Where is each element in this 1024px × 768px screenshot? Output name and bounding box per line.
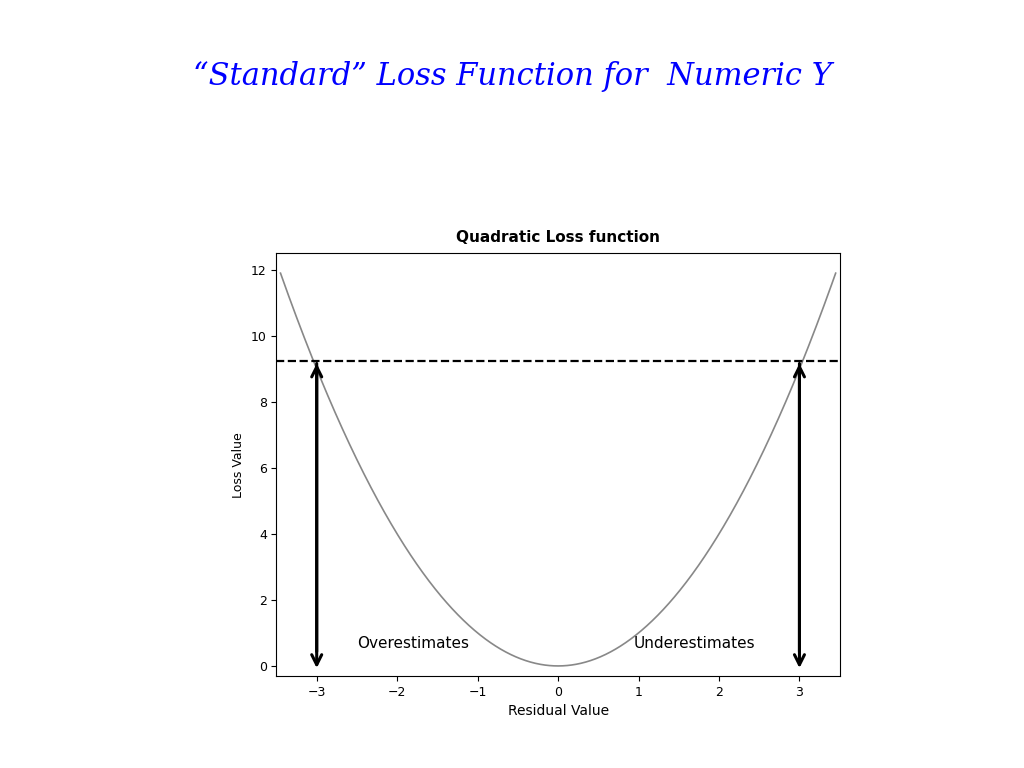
X-axis label: Residual Value: Residual Value (508, 704, 608, 718)
Title: Quadratic Loss function: Quadratic Loss function (456, 230, 660, 245)
Text: Underestimates: Underestimates (634, 636, 756, 651)
Y-axis label: Loss Value: Loss Value (232, 432, 246, 498)
Text: Overestimates: Overestimates (357, 636, 469, 651)
Text: “Standard” Loss Function for  Numeric Y: “Standard” Loss Function for Numeric Y (193, 61, 831, 92)
